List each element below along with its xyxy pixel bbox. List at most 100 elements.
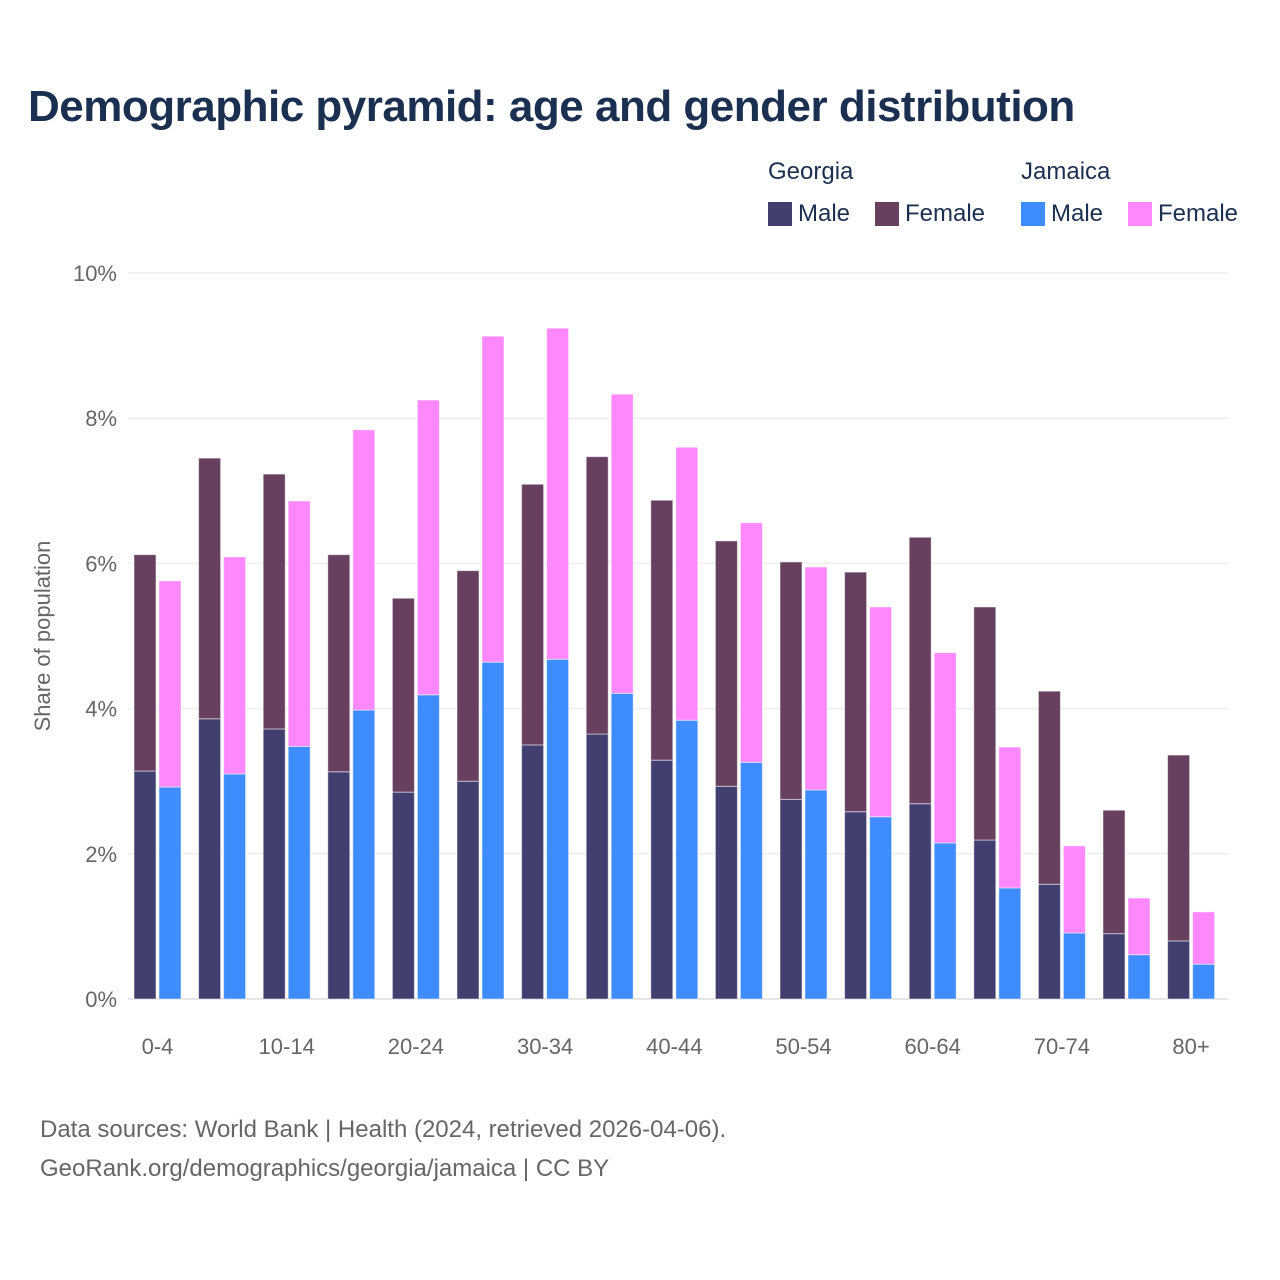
chart-title: Demographic pyramid: age and gender dist…	[28, 82, 1075, 131]
bar-georgia-female	[1167, 754, 1191, 942]
bar-jamaica-male	[481, 661, 505, 1000]
bar-jamaica-male	[416, 694, 440, 1000]
bar-georgia-male	[456, 780, 480, 1000]
x-tick-label: 30-34	[517, 1034, 573, 1059]
bar-georgia-female	[779, 561, 803, 800]
x-tick-label: 60-64	[905, 1034, 961, 1059]
bar-jamaica-female	[546, 327, 570, 660]
bar-georgia-male	[844, 811, 868, 1000]
x-tick-label: 70-74	[1034, 1034, 1090, 1059]
bar-georgia-female	[456, 570, 480, 782]
legend-group-georgia: Georgia	[768, 158, 854, 185]
bar-georgia-female	[585, 456, 609, 735]
bar-georgia-male	[585, 733, 609, 1000]
bar-jamaica-female	[1127, 897, 1151, 956]
bar-georgia-female	[262, 473, 286, 730]
bar-georgia-female	[714, 540, 738, 787]
legend-swatch	[768, 202, 792, 226]
bar-jamaica-female	[416, 399, 440, 696]
bar-jamaica-male	[739, 761, 763, 1000]
legend-swatch	[1128, 202, 1152, 226]
legend-label: Male	[798, 200, 851, 227]
credit-note: GeoRank.org/demographics/georgia/jamaica…	[40, 1155, 610, 1182]
x-tick-label: 40-44	[646, 1034, 702, 1059]
bar-georgia-male	[650, 759, 674, 1000]
x-tick-label: 80+	[1172, 1034, 1209, 1059]
bar-jamaica-female	[675, 446, 699, 721]
source-note: Data sources: World Bank | Health (2024,…	[40, 1116, 727, 1143]
bar-georgia-male	[973, 839, 997, 1000]
legend-label: Female	[1158, 200, 1239, 227]
legend-georgia-male: Male	[768, 200, 850, 228]
legend-swatch	[875, 202, 899, 226]
bar-georgia-male	[521, 744, 545, 1000]
legend-label: Female	[905, 200, 986, 227]
legend-jamaica-male: Male	[1021, 200, 1103, 228]
y-tick-label: 6%	[85, 551, 117, 576]
bar-jamaica-male	[287, 745, 311, 1000]
bar-jamaica-male	[675, 719, 699, 1000]
x-tick-label: 10-14	[259, 1034, 315, 1059]
legend-swatch	[1021, 202, 1045, 226]
bar-jamaica-female	[804, 566, 828, 791]
bar-georgia-male	[1167, 940, 1191, 1000]
bar-georgia-female	[908, 536, 932, 805]
bar-jamaica-male	[352, 709, 376, 1000]
bar-jamaica-female	[352, 429, 376, 711]
bar-jamaica-male	[158, 786, 182, 1000]
bar-georgia-female	[1037, 690, 1061, 885]
bar-jamaica-male	[1127, 954, 1151, 1000]
bar-jamaica-female	[287, 500, 311, 747]
bar-georgia-female	[521, 483, 545, 746]
bar-georgia-female	[391, 597, 415, 793]
bar-jamaica-female	[1192, 911, 1216, 965]
bar-georgia-male	[262, 728, 286, 1000]
bar-georgia-male	[1102, 933, 1126, 1000]
bar-georgia-female	[133, 554, 157, 772]
bar-jamaica-male	[933, 842, 957, 1000]
legend-georgia-female: Female	[875, 200, 985, 228]
bar-georgia-male	[779, 798, 803, 1000]
bar-georgia-female	[1102, 809, 1126, 935]
bar-georgia-male	[1037, 883, 1061, 1000]
bar-jamaica-male	[610, 692, 634, 1000]
bar-georgia-male	[714, 785, 738, 1000]
bar-georgia-male	[391, 791, 415, 1000]
bar-georgia-male	[198, 718, 222, 1000]
y-tick-label: 2%	[85, 842, 117, 867]
bar-georgia-male	[327, 771, 351, 1000]
bar-georgia-female	[327, 554, 351, 773]
bar-jamaica-male	[804, 789, 828, 1000]
bar-jamaica-female	[933, 652, 957, 844]
legend-label: Male	[1051, 200, 1104, 227]
bar-jamaica-female	[481, 335, 505, 663]
bar-jamaica-male	[546, 658, 570, 1000]
bar-jamaica-female	[223, 556, 247, 775]
bar-jamaica-female	[739, 522, 763, 763]
bar-jamaica-male	[869, 816, 893, 1000]
y-tick-label: 10%	[73, 261, 117, 286]
bar-jamaica-female	[998, 746, 1022, 889]
bar-jamaica-female	[869, 606, 893, 818]
bar-georgia-male	[908, 803, 932, 1000]
y-tick-label: 0%	[85, 987, 117, 1012]
bar-georgia-female	[973, 606, 997, 841]
x-tick-label: 50-54	[775, 1034, 831, 1059]
x-tick-label: 0-4	[142, 1034, 174, 1059]
bar-jamaica-male	[998, 887, 1022, 1000]
bar-georgia-female	[650, 499, 674, 761]
y-axis-label: Share of population	[30, 541, 55, 732]
bar-jamaica-male	[1192, 963, 1216, 1000]
bar-georgia-male	[133, 770, 157, 1000]
bar-jamaica-female	[610, 393, 634, 694]
bar-jamaica-female	[1062, 845, 1086, 934]
y-tick-label: 8%	[85, 406, 117, 431]
bar-jamaica-male	[223, 773, 247, 1000]
bar-jamaica-male	[1062, 932, 1086, 1000]
legend-group-jamaica: Jamaica	[1021, 158, 1111, 185]
bar-georgia-female	[844, 571, 868, 813]
bar-jamaica-female	[158, 580, 182, 788]
bar-georgia-female	[198, 457, 222, 720]
